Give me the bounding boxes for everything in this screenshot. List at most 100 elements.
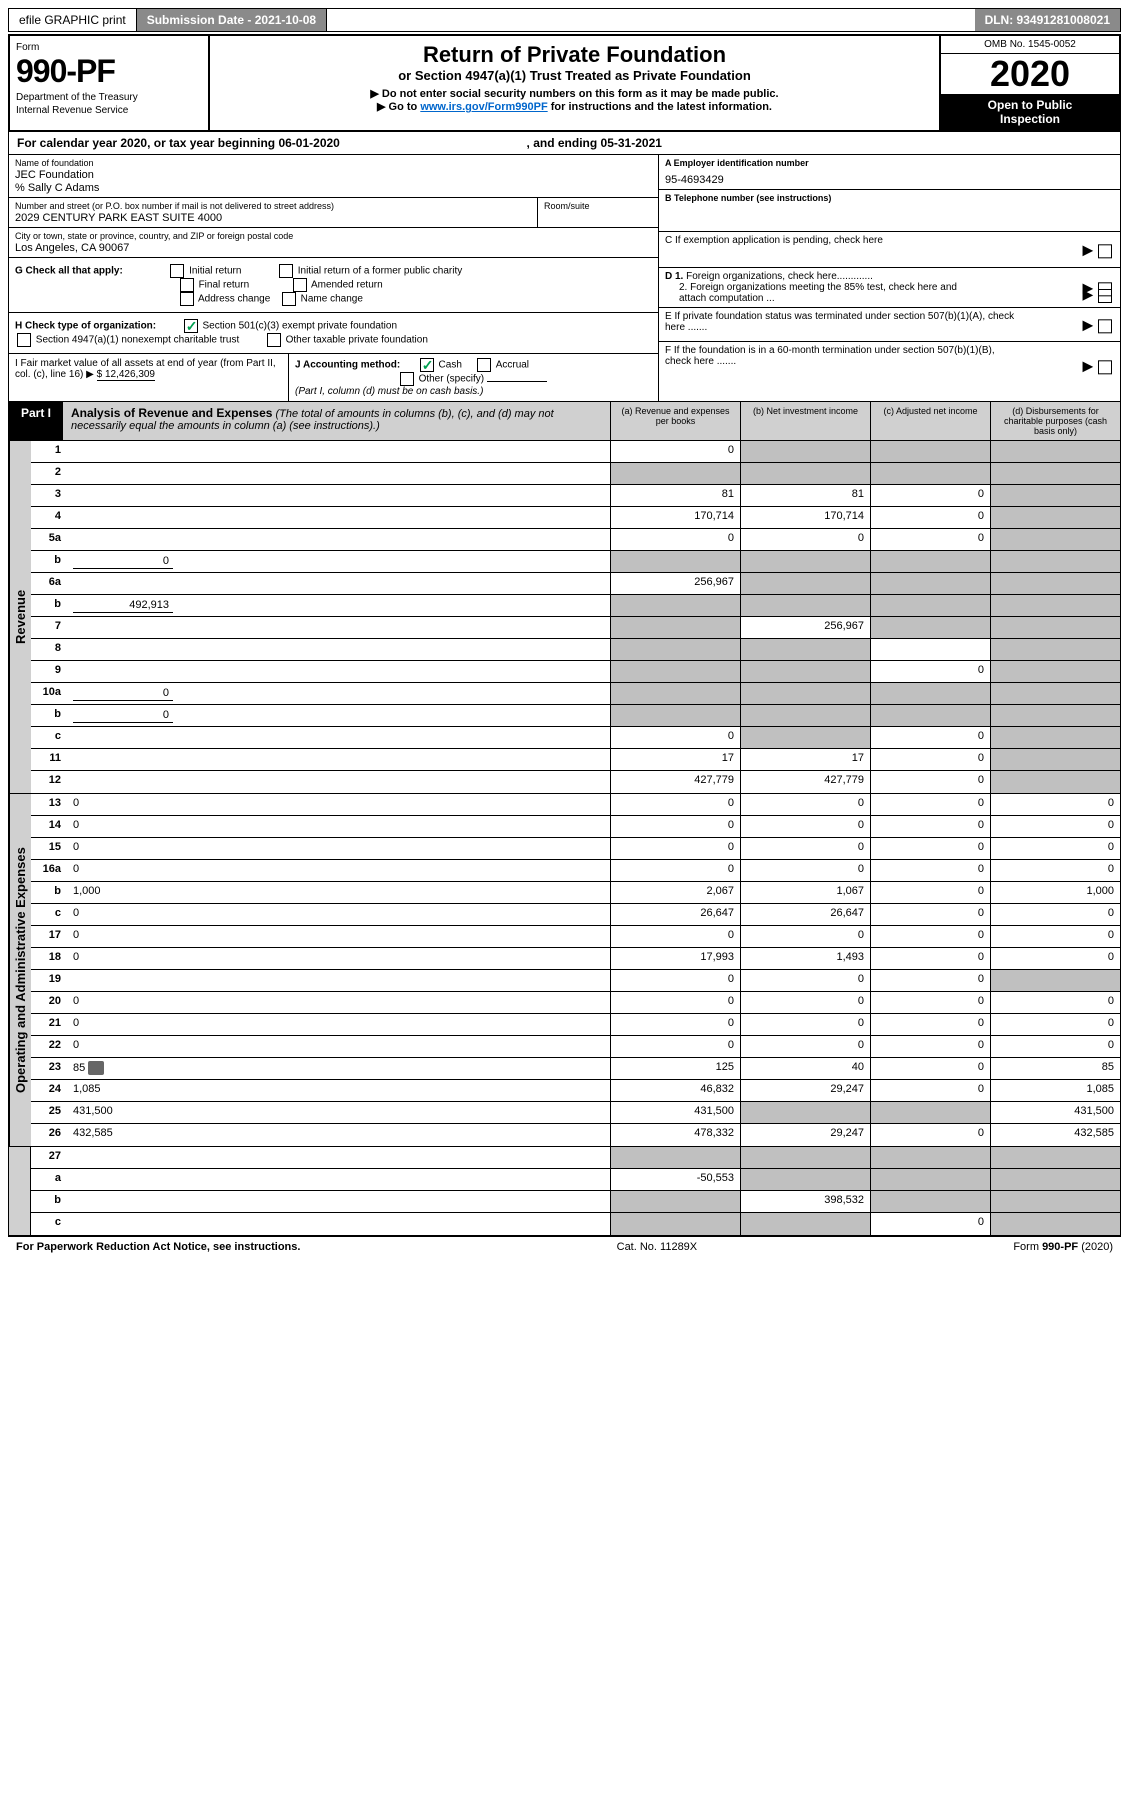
section-d1-label: Foreign organizations, check here.......… [686,271,873,282]
checkbox-f[interactable] [1098,361,1112,375]
value-col-a: 0 [610,838,740,859]
value-col-c: 0 [870,749,990,770]
value-col-c: 0 [870,948,990,969]
checkbox-addr-change[interactable] [180,292,194,306]
checkbox-other-method[interactable] [400,372,414,386]
value-col-c: 0 [870,485,990,506]
part1-title: Analysis of Revenue and Expenses [71,406,272,420]
value-col-d [990,639,1120,660]
line-number: 11 [31,749,67,770]
form-subtitle: or Section 4947(a)(1) Trust Treated as P… [216,68,933,83]
value-col-d: 85 [990,1058,1120,1079]
checkbox-amended[interactable] [293,278,307,292]
value-col-a [610,551,740,572]
checkbox-name-change[interactable] [282,292,296,306]
dln: DLN: 93491281008021 [975,9,1120,31]
tax-year-range: For calendar year 2020, or tax year begi… [8,132,1121,155]
table-row: 25431,500431,500431,500 [31,1102,1120,1124]
value-col-a [610,705,740,726]
col-d-hdr: (d) Disbursements for charitable purpose… [990,402,1120,440]
line-description: 0 [67,948,610,969]
value-col-b: 17 [740,749,870,770]
table-row: 1500000 [31,838,1120,860]
line-description: 0 [67,794,610,815]
value-col-d [990,1147,1120,1168]
checkbox-other-taxable[interactable] [267,333,281,347]
value-col-b: 170,714 [740,507,870,528]
line-number: b [31,1191,67,1212]
value-col-b [740,595,870,616]
value-col-b [740,727,870,748]
value-col-b [740,441,870,462]
inline-value: 0 [73,554,173,569]
inline-value: 0 [73,686,173,701]
line-number: 4 [31,507,67,528]
value-col-a: 478,332 [610,1124,740,1146]
revenue-table: Revenue 1023818104170,714170,71405a000b … [8,441,1121,794]
line-description [67,1213,610,1235]
col-a-hdr: (a) Revenue and expenses per books [610,402,740,440]
value-col-b [740,1169,870,1190]
checkbox-initial[interactable] [170,264,184,278]
revenue-side-label: Revenue [9,441,31,793]
irs-url-link[interactable]: www.irs.gov/Form990PF [420,101,547,113]
attachment-icon[interactable] [88,1061,104,1075]
value-col-b: 427,779 [740,771,870,793]
checkbox-final[interactable] [180,278,194,292]
table-row: 1700000 [31,926,1120,948]
value-col-a: 26,647 [610,904,740,925]
table-row: 1400000 [31,816,1120,838]
value-col-b: 29,247 [740,1124,870,1146]
value-col-a: 431,500 [610,1102,740,1123]
line-number: 27 [31,1147,67,1168]
summary-table: 27a-50,553b398,532c0 [8,1147,1121,1236]
line-number: 17 [31,926,67,947]
top-bar: efile GRAPHIC print Submission Date - 20… [8,8,1121,32]
value-col-a: 0 [610,970,740,991]
value-col-b [740,1213,870,1235]
checkbox-c[interactable] [1098,244,1112,258]
value-col-d: 0 [990,816,1120,837]
line-description [67,1147,610,1168]
line-description [67,485,610,506]
value-col-b: 29,247 [740,1080,870,1101]
table-row: 10 [31,441,1120,463]
line-description: 0 [67,926,610,947]
value-col-a: 46,832 [610,1080,740,1101]
table-row: c026,64726,64700 [31,904,1120,926]
section-f-label: F If the foundation is in a 60-month ter… [665,345,1015,367]
value-col-a: 17,993 [610,948,740,969]
value-col-b: 0 [740,992,870,1013]
line-number: 26 [31,1124,67,1146]
checkbox-accrual[interactable] [477,358,491,372]
value-col-c: 0 [870,904,990,925]
efile-print-btn[interactable]: efile GRAPHIC print [9,9,137,31]
value-col-d [990,705,1120,726]
line-number: 23 [31,1058,67,1079]
table-row: 7256,967 [31,617,1120,639]
line-description: 1,000 [67,882,610,903]
tax-year-large: 2020 [941,54,1119,94]
checkbox-4947[interactable] [17,333,31,347]
col-c-hdr: (c) Adjusted net income [870,402,990,440]
table-row: 2000000 [31,992,1120,1014]
value-col-b [740,1147,870,1168]
line-description: 0 [67,551,610,572]
checkbox-initial-public[interactable] [279,264,293,278]
form-number: 990-PF [16,53,202,90]
checkbox-cash[interactable] [420,358,434,372]
line-number: 18 [31,948,67,969]
checkbox-d2[interactable] [1098,289,1112,303]
line-number: 15 [31,838,67,859]
value-col-a: 0 [610,727,740,748]
checkbox-501c3[interactable] [184,319,198,333]
value-col-a [610,661,740,682]
value-col-d: 1,085 [990,1080,1120,1101]
checkbox-e[interactable] [1098,319,1112,333]
table-row: 1117170 [31,749,1120,771]
value-col-b [740,639,870,660]
value-col-b: 1,067 [740,882,870,903]
line-description [67,573,610,594]
line-number: b [31,551,67,572]
value-col-a: 0 [610,926,740,947]
